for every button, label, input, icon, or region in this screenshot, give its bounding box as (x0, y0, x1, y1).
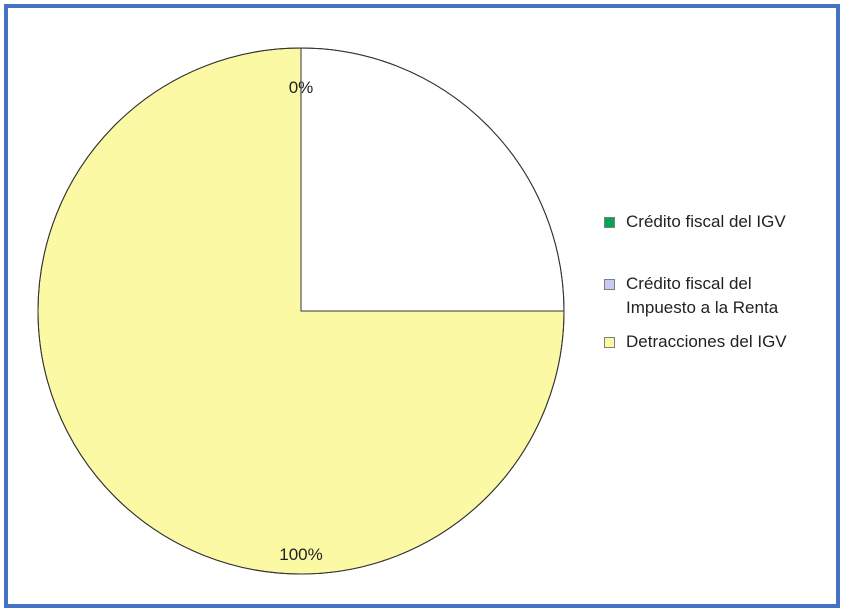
legend-swatch-renta (604, 279, 615, 290)
data-label-top: 0% (288, 78, 314, 97)
legend-label-renta-line1: Crédito fiscal del (626, 274, 752, 293)
legend-swatch-detracciones (604, 337, 615, 348)
pie-chart (37, 47, 565, 575)
legend-label-renta-line2: Impuesto a la Renta (626, 298, 779, 317)
legend-swatch-igv (604, 217, 615, 228)
legend-item-igv: Crédito fiscal del IGV (604, 210, 844, 234)
pie-outline (37, 47, 565, 575)
legend-item-detracciones: Detracciones del IGV (604, 330, 844, 354)
legend-item-renta: Crédito fiscal del Impuesto a la Renta (604, 272, 844, 320)
pie-slice-1 (300, 47, 565, 312)
legend-label-igv: Crédito fiscal del IGV (626, 212, 786, 231)
legend: Crédito fiscal del IGV Crédito fiscal de… (604, 210, 844, 354)
chart-frame: 0% 100% Crédito fiscal del IGV Crédito f… (4, 4, 840, 608)
data-label-bottom: 100% (279, 545, 323, 564)
legend-label-detracciones: Detracciones del IGV (626, 332, 787, 351)
